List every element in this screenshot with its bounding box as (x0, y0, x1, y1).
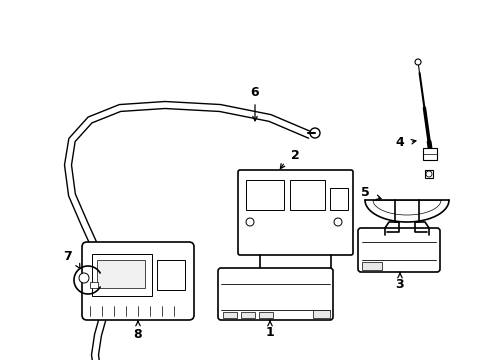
Bar (223, 312, 237, 318)
Bar (241, 312, 254, 318)
Circle shape (333, 218, 341, 226)
Circle shape (414, 59, 420, 65)
Text: 7: 7 (63, 249, 72, 262)
Bar (97, 260, 145, 288)
Text: 1: 1 (265, 327, 274, 339)
FancyBboxPatch shape (238, 170, 352, 255)
Bar (289, 180, 325, 210)
Text: 2: 2 (290, 149, 299, 162)
FancyBboxPatch shape (82, 242, 194, 320)
Circle shape (309, 128, 319, 138)
Circle shape (425, 171, 431, 177)
FancyBboxPatch shape (218, 268, 332, 320)
Text: 5: 5 (360, 185, 368, 198)
Text: 8: 8 (133, 328, 142, 342)
Text: 4: 4 (395, 135, 404, 149)
Bar (424, 170, 432, 178)
Circle shape (312, 284, 323, 294)
Bar (157, 260, 184, 290)
Bar (312, 310, 329, 318)
Bar (422, 148, 436, 160)
Bar (90, 282, 98, 288)
Bar (92, 254, 152, 296)
Circle shape (267, 284, 278, 294)
Text: 3: 3 (395, 278, 404, 291)
FancyBboxPatch shape (357, 228, 439, 272)
Bar (259, 312, 272, 318)
Circle shape (245, 218, 253, 226)
Bar (361, 262, 381, 270)
Circle shape (79, 273, 89, 283)
Bar (245, 180, 284, 210)
Bar (329, 188, 347, 210)
Text: 6: 6 (250, 86, 259, 99)
